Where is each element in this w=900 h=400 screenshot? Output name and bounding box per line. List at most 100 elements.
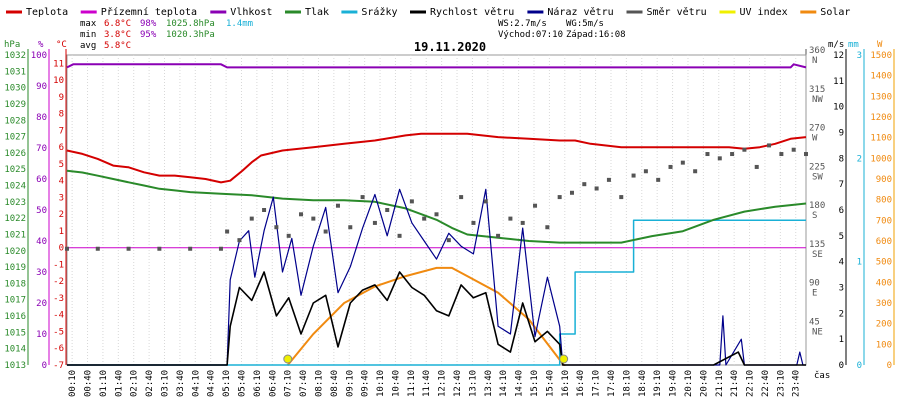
temperature-tick-4: 7 <box>59 126 64 136</box>
rain-tick-1: 2 <box>857 154 862 164</box>
direction-point-12 <box>299 212 304 217</box>
direction-point-48 <box>742 147 747 152</box>
direction-point-17 <box>360 195 365 200</box>
wind-tick-12: 0 <box>839 361 844 371</box>
direction-point-31 <box>533 203 538 208</box>
direction-point-43 <box>680 160 685 165</box>
time-tick-42: 21:10 <box>715 370 725 397</box>
direction-dir-tick-6: E <box>812 289 817 299</box>
rain-tick-2: 1 <box>857 258 862 268</box>
series-wind <box>67 271 806 366</box>
legend-label-7: Směr větru <box>647 6 707 18</box>
solar-tick-5: 1000 <box>870 154 892 164</box>
time-tick-17: 08:40 <box>330 370 340 397</box>
direction-point-25 <box>459 195 464 200</box>
time-tick-3: 01:40 <box>114 370 124 397</box>
temperature-tick-3: 8 <box>59 110 64 120</box>
wind-tick-2: 10 <box>833 103 844 113</box>
time-tick-25: 12:40 <box>453 370 463 397</box>
direction-point-30 <box>520 220 525 225</box>
axes: hPa% °C m/s mm Wčas1032103110301029102810271… <box>4 40 895 381</box>
unit-ms: m/s <box>828 40 844 50</box>
solar-tick-13: 200 <box>876 320 892 330</box>
series-temperature <box>66 132 807 184</box>
temperature-tick-13: -2 <box>53 277 64 287</box>
direction-point-26 <box>471 220 476 225</box>
pressure-tick-14: 1018 <box>4 279 26 289</box>
time-tick-6: 03:10 <box>161 370 171 397</box>
legend-label-5: Rychlost větru <box>430 6 514 18</box>
time-tick-18: 09:10 <box>345 370 355 397</box>
unit-w: W <box>877 40 883 50</box>
direction-point-7 <box>237 238 242 243</box>
direction-point-32 <box>545 225 550 230</box>
time-tick-36: 18:10 <box>622 370 632 397</box>
wg-text: WG:5m/s <box>566 19 604 29</box>
temperature-tick-18: -7 <box>53 361 64 371</box>
pressure-tick-10: 1022 <box>4 214 26 224</box>
wind-tick-10: 2 <box>839 309 844 319</box>
direction-point-8 <box>249 216 254 221</box>
legend-label-1: Přízemní teplota <box>101 6 197 18</box>
stat-press-0: 1025.8hPa <box>166 19 215 29</box>
stat-temp-1: 3.8°C <box>104 30 131 40</box>
stat-temp-2: 5.8°C <box>104 41 131 51</box>
direction-point-41 <box>656 177 661 182</box>
time-tick-16: 08:10 <box>314 370 324 397</box>
stat-label-1: min <box>80 30 96 40</box>
temperature-tick-8: 3 <box>59 193 64 203</box>
direction-dir-tick-5: SE <box>812 250 823 260</box>
pressure-tick-11: 1021 <box>4 230 26 240</box>
time-tick-4: 02:10 <box>130 370 140 397</box>
series-pressure <box>66 169 807 244</box>
time-tick-15: 07:40 <box>299 370 309 397</box>
time-tick-7: 03:40 <box>176 370 186 397</box>
temperature-tick-12: -1 <box>53 260 64 270</box>
time-tick-24: 12:10 <box>438 370 448 397</box>
time-tick-40: 20:10 <box>684 370 694 397</box>
pressure-tick-0: 1032 <box>4 51 26 61</box>
direction-point-37 <box>606 177 611 182</box>
time-tick-20: 10:10 <box>376 370 386 397</box>
direction-point-16 <box>348 225 353 230</box>
legend-label-3: Tlak <box>305 7 329 18</box>
solar-tick-4: 1100 <box>870 134 892 144</box>
solar-tick-11: 400 <box>876 278 892 288</box>
direction-point-21 <box>409 199 414 204</box>
direction-deg-tick-3: 225 <box>809 162 825 172</box>
direction-point-50 <box>767 143 772 148</box>
wind-tick-4: 8 <box>839 154 844 164</box>
temperature-tick-10: 1 <box>59 227 64 237</box>
solar-tick-2: 1300 <box>870 92 892 102</box>
stats-box: max 6.8°C 98% 1025.8hPa 1.4mm min 3.8°C 95% 1020… <box>80 19 253 51</box>
stat-label-2: avg <box>80 41 96 51</box>
direction-point-38 <box>619 195 624 200</box>
direction-deg-tick-2: 270 <box>809 124 825 134</box>
humidity-tick-8: 20 <box>36 299 47 309</box>
direction-dir-tick-3: SW <box>812 172 823 182</box>
direction-point-0 <box>65 246 69 251</box>
rain-tick-3: 0 <box>857 361 862 371</box>
solar-tick-3: 1200 <box>870 113 892 123</box>
rain-tick-0: 3 <box>857 51 862 61</box>
direction-deg-tick-5: 135 <box>809 240 825 250</box>
direction-point-29 <box>508 216 513 221</box>
time-tick-12: 06:10 <box>253 370 263 397</box>
pressure-tick-16: 1016 <box>4 312 26 322</box>
humidity-tick-4: 60 <box>36 175 47 185</box>
stat-hum-0: 98% <box>140 19 157 29</box>
pressure-tick-1: 1031 <box>4 67 26 77</box>
time-tick-5: 02:40 <box>145 370 155 397</box>
temperature-tick-15: -4 <box>53 311 64 321</box>
time-tick-26: 13:10 <box>468 370 478 397</box>
legend-label-0: Teplota <box>26 7 68 18</box>
direction-point-34 <box>569 190 574 195</box>
time-tick-45: 22:40 <box>761 370 771 397</box>
pressure-tick-18: 1014 <box>4 345 26 355</box>
time-tick-13: 06:40 <box>268 370 278 397</box>
temperature-tick-0: 11 <box>53 59 64 69</box>
sunrise-marker <box>283 354 293 364</box>
stat-hum-1: 95% <box>140 30 157 40</box>
pressure-tick-17: 1015 <box>4 328 26 338</box>
direction-point-47 <box>730 152 735 157</box>
